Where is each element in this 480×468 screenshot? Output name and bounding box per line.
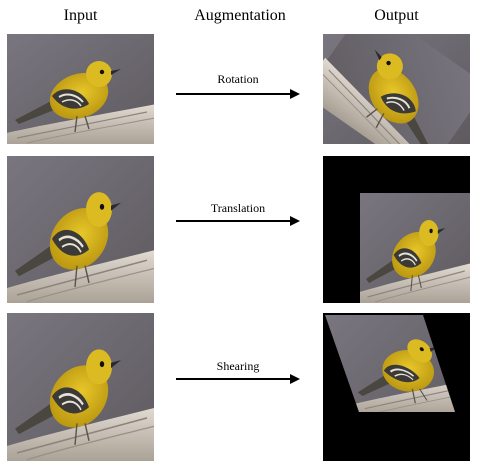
augmentation-column-header: Augmentation [194, 7, 286, 24]
arrow-rotation [176, 89, 300, 99]
input-image-shearing [7, 313, 154, 461]
output-column-header: Output [374, 7, 419, 24]
output-image-rotated [323, 34, 470, 144]
input-image-rotation [7, 34, 154, 144]
augmentation-label-rotation: Rotation [217, 72, 259, 86]
input-column-header: Input [63, 7, 98, 24]
augmentation-label-shearing: Shearing [216, 359, 260, 373]
arrow-translation [176, 216, 300, 226]
output-image-sheared [323, 313, 470, 461]
input-image-translation [7, 156, 154, 303]
augmentation-label-translation: Translation [210, 201, 266, 215]
arrow-shearing [176, 374, 300, 384]
output-image-translated [323, 156, 470, 303]
